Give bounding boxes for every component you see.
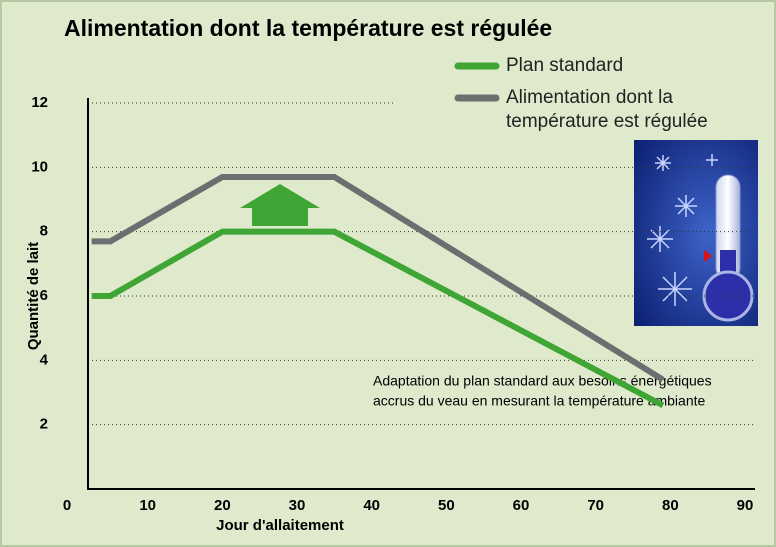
x-tick-label: 50	[438, 497, 455, 514]
y-tick-label: 12	[31, 94, 48, 111]
x-tick-label: 0	[63, 497, 71, 514]
x-tick-label: 90	[737, 497, 754, 514]
y-tick-label: 6	[40, 287, 48, 304]
x-tick-label: 80	[662, 497, 679, 514]
legend-label: Plan standard	[506, 54, 756, 78]
y-tick-label: 4	[40, 351, 49, 368]
y-tick-label: 2	[40, 416, 48, 433]
x-tick-label: 60	[513, 497, 530, 514]
legend-label: Alimentation dont la température est rég…	[506, 86, 756, 134]
series-line	[92, 177, 663, 380]
x-tick-label: 40	[363, 497, 380, 514]
plot: Alimentation dont la température est rég…	[0, 0, 776, 547]
x-tick-label: 10	[139, 497, 156, 514]
chart: Alimentation dont la température est rég…	[0, 0, 776, 547]
x-tick-label: 30	[289, 497, 306, 514]
up-arrow	[240, 184, 320, 226]
x-tick-label: 70	[587, 497, 604, 514]
chart-title: Alimentation dont la température est rég…	[64, 15, 552, 41]
thermometer-image	[634, 140, 758, 326]
x-axis-label: Jour d'allaitement	[216, 517, 344, 534]
x-tick-label: 20	[214, 497, 231, 514]
y-tick-label: 8	[40, 223, 48, 240]
y-tick-label: 10	[31, 158, 48, 175]
